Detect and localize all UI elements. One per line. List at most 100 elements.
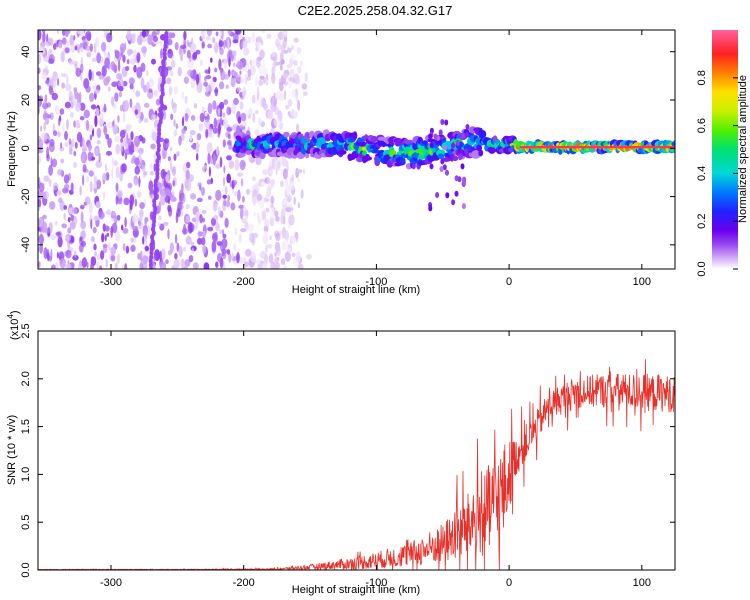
noise-cell bbox=[204, 111, 208, 117]
noise-cell bbox=[89, 180, 93, 193]
noise-cell bbox=[67, 217, 71, 223]
noise-cell bbox=[213, 215, 219, 220]
noise-cell bbox=[207, 226, 214, 232]
noise-cell bbox=[68, 148, 73, 155]
noise-cell bbox=[207, 102, 213, 115]
noise-cell bbox=[206, 30, 213, 37]
noise-cell bbox=[214, 86, 218, 97]
noise-cell bbox=[185, 169, 190, 180]
noise-cell bbox=[295, 94, 299, 103]
noise-cell bbox=[62, 122, 65, 132]
noise-cell bbox=[94, 115, 98, 128]
noise-cell bbox=[127, 137, 132, 146]
noise-cell bbox=[68, 207, 73, 215]
noise-cell bbox=[38, 148, 44, 154]
noise-cell bbox=[43, 109, 47, 119]
noise-cell bbox=[173, 259, 180, 269]
noise-cell bbox=[183, 76, 189, 84]
snr-y-tick-label: 1.0 bbox=[20, 467, 32, 482]
noise-cell bbox=[39, 46, 46, 56]
snr-y-tick-label: 0.5 bbox=[20, 515, 32, 530]
noise-cell bbox=[48, 54, 55, 64]
noise-cell bbox=[168, 86, 173, 96]
noise-cell bbox=[82, 38, 89, 48]
noise-cell bbox=[225, 84, 229, 89]
blob-cell bbox=[429, 163, 434, 170]
noise-cell bbox=[225, 200, 231, 208]
blob-cell bbox=[454, 190, 459, 197]
noise-cell bbox=[226, 173, 231, 184]
colorbar-gradient bbox=[712, 30, 738, 269]
blob-cell bbox=[450, 153, 455, 160]
noise-cell bbox=[156, 182, 163, 189]
noise-cell bbox=[70, 94, 76, 107]
noise-cell bbox=[57, 190, 62, 196]
noise-cell bbox=[168, 206, 173, 217]
noise-cell bbox=[170, 113, 174, 121]
noise-cell bbox=[128, 77, 135, 85]
noise-cell bbox=[103, 103, 107, 113]
noise-cell bbox=[85, 119, 90, 131]
noise-cell bbox=[91, 236, 95, 243]
blob-cell bbox=[429, 142, 434, 149]
noise-cell bbox=[194, 219, 199, 231]
noise-cell bbox=[43, 99, 47, 105]
noise-cell bbox=[104, 234, 107, 242]
signal-cell bbox=[358, 141, 368, 147]
noise-cell bbox=[227, 139, 232, 146]
noise-cell bbox=[181, 128, 186, 135]
noise-cell bbox=[260, 121, 265, 128]
noise-cell bbox=[210, 217, 217, 226]
noise-cell bbox=[143, 171, 148, 176]
noise-cell bbox=[119, 104, 124, 112]
noise-cell bbox=[64, 30, 69, 38]
snr-x-tick-label: 100 bbox=[633, 577, 651, 589]
noise-cell bbox=[96, 139, 101, 145]
noise-cell bbox=[63, 184, 70, 190]
noise-cell bbox=[57, 78, 60, 86]
noise-cell bbox=[132, 225, 139, 231]
noise-cell bbox=[185, 215, 190, 223]
signal-cell bbox=[283, 131, 290, 138]
noise-cell bbox=[70, 44, 77, 53]
blob-cell bbox=[444, 119, 449, 126]
noise-cell bbox=[61, 37, 67, 45]
noise-cell bbox=[222, 194, 227, 199]
noise-cell bbox=[306, 253, 312, 260]
noise-cell bbox=[111, 222, 118, 234]
noise-cell bbox=[233, 32, 239, 43]
noise-cell bbox=[151, 58, 156, 65]
noise-cell bbox=[120, 145, 124, 153]
noise-cell bbox=[206, 179, 212, 185]
noise-cell bbox=[147, 34, 153, 45]
noise-cell bbox=[190, 241, 195, 246]
noise-cell bbox=[229, 108, 231, 115]
blob-cell bbox=[465, 124, 470, 130]
noise-cell bbox=[118, 85, 124, 92]
noise-cell bbox=[148, 88, 153, 93]
noise-cell bbox=[275, 38, 280, 48]
noise-cell bbox=[65, 249, 72, 259]
noise-cell bbox=[200, 30, 206, 40]
noise-cell bbox=[160, 248, 166, 260]
noise-cell bbox=[91, 57, 97, 62]
noise-cell bbox=[38, 234, 44, 245]
noise-cell bbox=[141, 46, 147, 54]
noise-cell bbox=[172, 180, 175, 187]
noise-cell bbox=[263, 101, 267, 112]
noise-cell bbox=[244, 73, 248, 86]
blob-cell bbox=[435, 192, 440, 198]
noise-cell bbox=[160, 168, 166, 180]
noise-cell bbox=[227, 69, 231, 77]
noise-cell bbox=[111, 96, 115, 107]
noise-cell bbox=[183, 38, 187, 47]
noise-cell bbox=[282, 168, 288, 180]
noise-cell bbox=[106, 232, 110, 237]
noise-cell bbox=[107, 138, 112, 149]
noise-cell bbox=[217, 252, 222, 263]
noise-cell bbox=[65, 235, 70, 241]
noise-cell bbox=[219, 156, 223, 168]
noise-cell bbox=[45, 79, 50, 85]
noise-cell bbox=[80, 220, 86, 230]
blob-cell bbox=[428, 133, 433, 140]
